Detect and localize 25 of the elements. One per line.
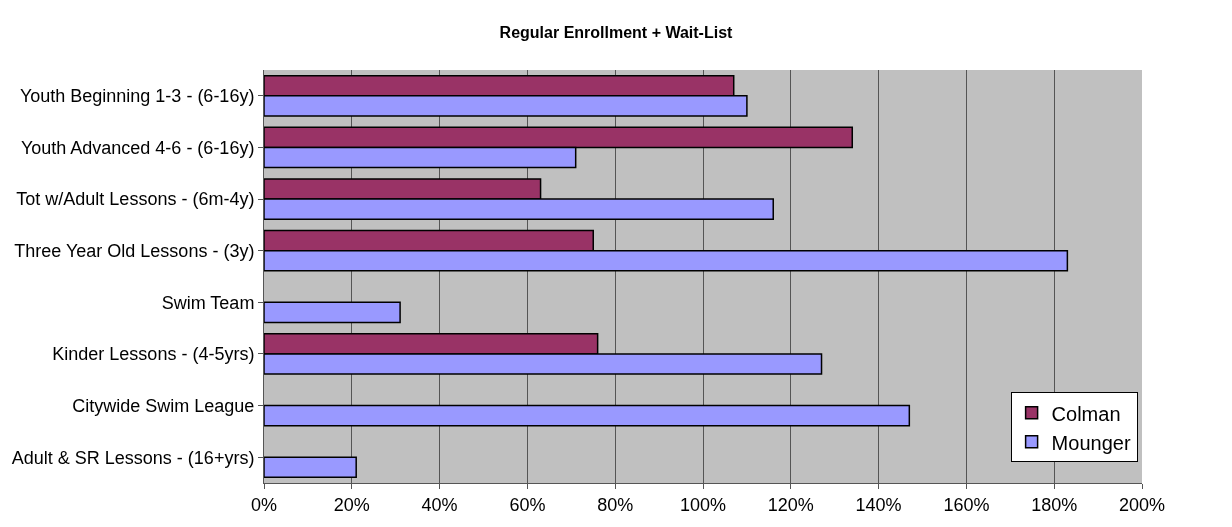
- bar: [264, 404, 911, 427]
- y-tick-label: Swim Team: [161, 292, 255, 313]
- x-tick-label: 200%: [1118, 494, 1166, 515]
- x-tick-label: 120%: [767, 494, 814, 515]
- y-tick-label: Youth Beginning 1-3 - (6-16y): [19, 86, 255, 107]
- x-tick-label: 160%: [943, 494, 990, 515]
- x-tick-label: 140%: [855, 494, 902, 515]
- y-tick-label: Citywide Swim League: [72, 395, 255, 416]
- legend-label: Mounger: [1051, 431, 1131, 454]
- x-tick-label: 40%: [421, 494, 458, 515]
- y-tick-label: Kinder Lessons - (4-5yrs): [52, 344, 255, 365]
- x-tick-label: 180%: [1031, 494, 1078, 515]
- bar: [264, 456, 357, 479]
- x-tick-label: 100%: [679, 494, 727, 515]
- legend-label: Colman: [1051, 402, 1121, 425]
- x-tick-label: 0%: [250, 494, 278, 515]
- x-tick-label: 80%: [597, 494, 634, 515]
- y-tick-label: Adult & SR Lessons - (16+yrs): [11, 447, 255, 468]
- chart-title: Regular Enrollment + Wait-List: [499, 23, 734, 41]
- y-tick-label: Tot w/Adult Lessons - (6m-4y): [16, 189, 255, 210]
- x-tick-label: 60%: [509, 494, 546, 515]
- y-tick-label: Youth Advanced 4-6 - (6-16y): [20, 137, 255, 158]
- bar: [264, 301, 401, 324]
- y-tick-label: Three Year Old Lessons - (3y): [14, 240, 255, 261]
- x-tick-label: 20%: [333, 494, 370, 515]
